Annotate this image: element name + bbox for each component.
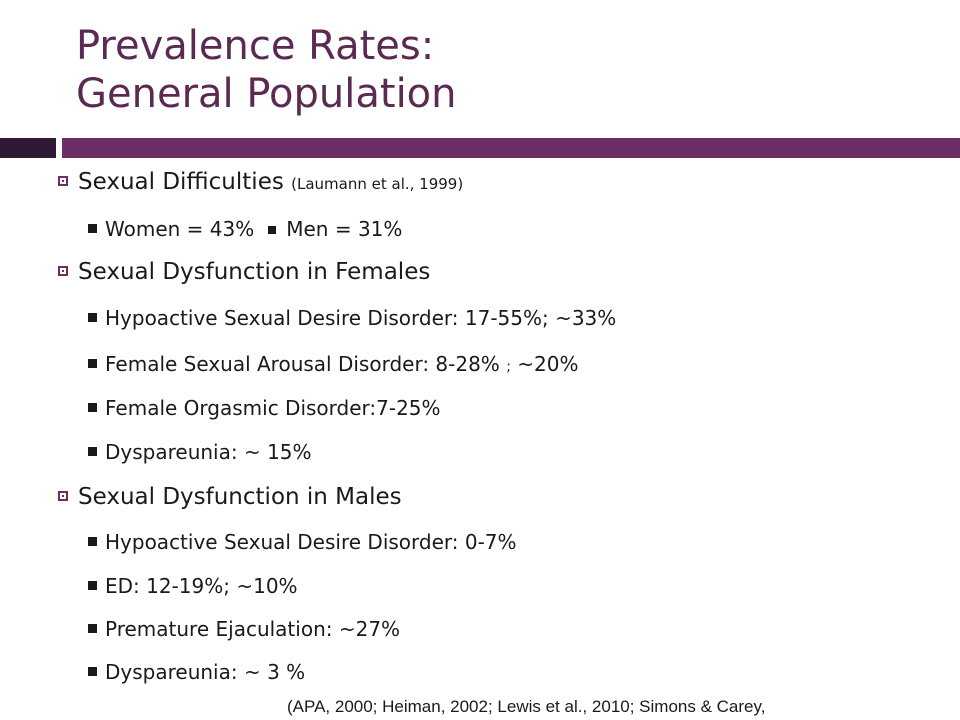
women-rate: Women = 43% [105, 217, 255, 241]
filled-square-bullet-icon [88, 447, 97, 456]
heading-females: Sexual Dysfunction in Females [78, 259, 431, 285]
female-item-approx: ~20% [517, 352, 579, 376]
title-line-2: General Population [76, 71, 457, 117]
female-item-text: Female Sexual Arousal Disorder: 8-28% [105, 352, 500, 376]
men-rate: Men = 31% [286, 217, 403, 241]
heading-sexual-difficulties: Sexual Difficulties [78, 169, 284, 195]
reference-citation: (APA, 2000; Heiman, 2002; Lewis et al., … [287, 697, 766, 716]
filled-square-bullet-icon [88, 313, 97, 322]
male-item-text: ED: 12-19%; ~10% [105, 574, 298, 598]
filled-square-bullet-icon [268, 225, 277, 234]
male-item-text: Dyspareunia: ~ 3 % [105, 660, 306, 684]
square-bullet-icon [58, 266, 68, 276]
slide-title: Prevalence Rates: General Population [76, 22, 457, 118]
male-item-text: Premature Ejaculation: ~27% [105, 617, 401, 641]
heading-males: Sexual Dysfunction in Males [78, 484, 402, 510]
citation-laumann: (Laumann et al., 1999) [291, 175, 464, 193]
female-item-text: Hypoactive Sexual Desire Disorder: 17-55… [105, 306, 617, 330]
title-band-dark [0, 138, 56, 158]
title-line-1: Prevalence Rates: [76, 23, 435, 69]
filled-square-bullet-icon [88, 624, 97, 633]
square-bullet-icon [58, 491, 68, 501]
female-item-text: Dyspareunia: ~ 15% [105, 440, 312, 464]
female-item-text: Female Orgasmic Disorder:7-25% [105, 396, 441, 420]
separator: ; [506, 359, 511, 375]
filled-square-bullet-icon [88, 359, 97, 368]
filled-square-bullet-icon [88, 667, 97, 676]
filled-square-bullet-icon [88, 581, 97, 590]
filled-square-bullet-icon [88, 403, 97, 412]
male-item-text: Hypoactive Sexual Desire Disorder: 0-7% [105, 530, 517, 554]
filled-square-bullet-icon [88, 537, 97, 546]
square-bullet-icon [58, 176, 68, 186]
filled-square-bullet-icon [88, 224, 97, 233]
title-band-light [62, 138, 960, 158]
